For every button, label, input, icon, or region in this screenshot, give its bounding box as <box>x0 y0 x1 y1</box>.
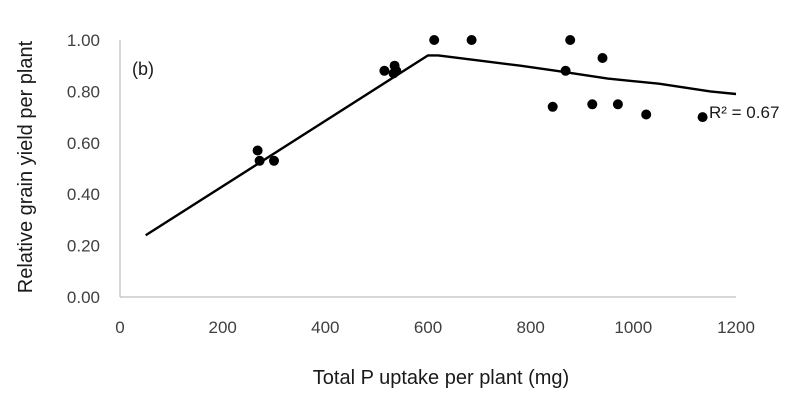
data-point <box>597 53 608 63</box>
data-point <box>466 35 477 45</box>
y-tick-label: 0.00 <box>67 288 100 307</box>
y-tick-label: 0.80 <box>67 82 100 101</box>
y-tick-labels: 0.00 0.20 0.40 0.60 0.80 1.00 <box>67 31 100 307</box>
x-tick-label: 1000 <box>614 318 652 337</box>
data-point <box>429 35 440 45</box>
data-point <box>641 109 652 120</box>
y-tick-label: 0.40 <box>67 185 100 204</box>
y-tick-label: 0.60 <box>67 134 100 153</box>
data-point <box>269 155 279 166</box>
x-tick-label: 1200 <box>717 318 755 337</box>
data-point <box>254 155 265 166</box>
fit-line <box>145 54 737 237</box>
x-tick-label: 600 <box>414 318 442 337</box>
data-point <box>587 99 598 110</box>
plot-area <box>119 35 737 298</box>
points-group <box>252 35 708 166</box>
data-point <box>612 99 623 110</box>
data-point <box>565 35 576 45</box>
y-tick-label: 0.20 <box>67 237 100 256</box>
panel-label: (b) <box>132 59 154 79</box>
r-squared-annotation: R² = 0.67 <box>709 103 779 122</box>
data-point <box>391 65 402 76</box>
x-axis-title: Total P uptake per plant (mg) <box>313 367 569 389</box>
x-tick-label: 400 <box>311 318 339 337</box>
data-point <box>697 112 708 123</box>
y-axis-title: Relative grain yield per plant <box>15 40 37 293</box>
data-point <box>252 145 263 156</box>
data-point <box>379 65 390 76</box>
x-tick-label: 0 <box>115 318 124 337</box>
fit-line-group <box>145 54 737 237</box>
y-tick-label: 1.00 <box>67 31 100 50</box>
x-tick-label: 800 <box>517 318 545 337</box>
x-tick-label: 200 <box>209 318 237 337</box>
data-point <box>560 65 571 76</box>
data-point <box>547 101 558 112</box>
x-tick-labels: 0 200 400 600 800 1000 1200 <box>115 318 755 337</box>
